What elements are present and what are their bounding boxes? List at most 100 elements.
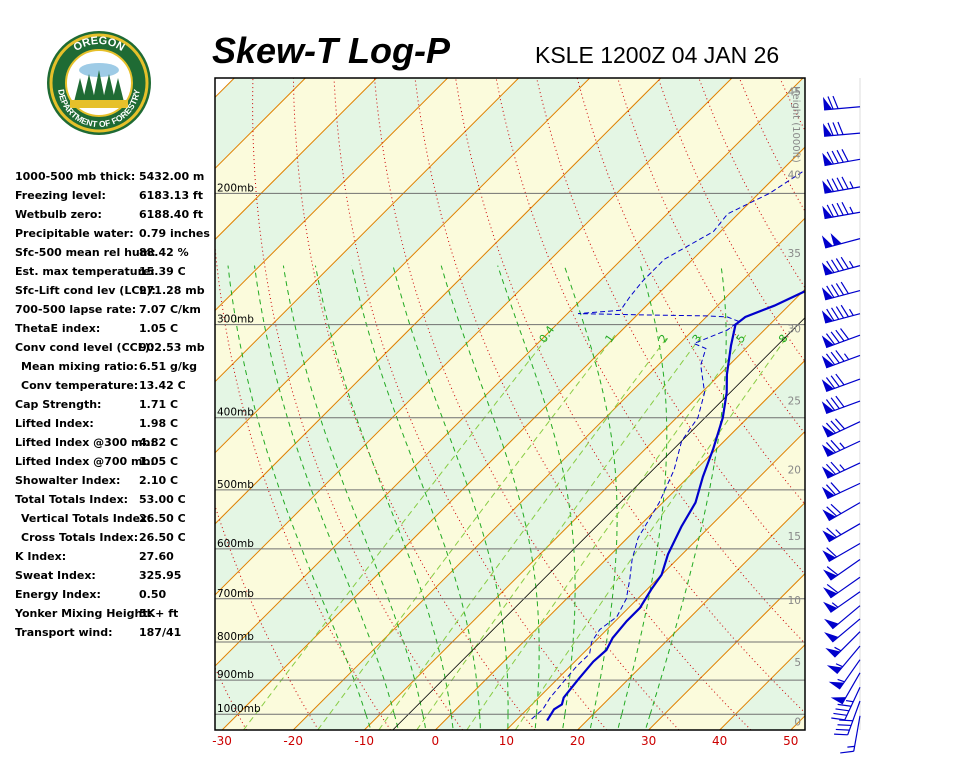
stat-value: 26.50 C [139,512,186,525]
stat-label: 1000-500 mb thick: [15,170,136,183]
stat-value: 1.71 C [139,398,179,411]
wind-barb [828,659,861,690]
moist-adiabat [644,714,651,730]
height-tick-label: 40 [788,169,801,181]
pressure-label: 400mb [217,407,254,419]
chart-title: Skew-T Log-P [212,30,451,71]
stat-row: Yonker Mixing Height: 5K+ ft [15,605,215,624]
stat-label: Freezing level: [15,189,106,202]
height-tick-label: 35 [788,248,801,260]
x-tick-label: -30 [212,734,232,748]
height-tick-label: 0 [794,716,801,728]
wind-barb [826,645,861,674]
dewpoint-profile [531,169,805,720]
mixing-ratio-line [378,334,670,730]
isotherm-line [506,430,805,730]
wind-barb [824,618,861,643]
stat-label: 700-500 lapse rate: [15,303,137,316]
stat-label: Lifted Index: [15,417,94,430]
wind-barb [821,233,861,249]
height-tick-label: 45 [788,87,801,99]
mixing-ratio-line [317,334,616,730]
pressure-label: 800mb [217,631,254,643]
plot-area: 0.4 1 2 3 5 8 [215,78,960,730]
stat-value: 2.10 C [139,474,179,487]
moist-adiabat [562,714,566,730]
wind-barb [821,482,861,500]
stat-value: 1.05 C [139,322,179,335]
moist-adiabat [450,714,454,730]
moist-adiabat [534,714,537,730]
stat-row: Sfc-Lift cond lev (LCL): 971.28 mb [15,282,215,301]
isotherm-line [292,217,805,730]
stat-row: Cross Totals Index: 26.50 C [15,529,215,548]
x-tick-label: -20 [283,734,303,748]
stat-label: Sfc-Lift cond lev (LCL): [15,284,156,297]
moist-adiabat [422,714,427,730]
stat-label: Transport wind: [15,626,113,639]
stat-label: K Index: [15,550,67,563]
stat-value: 88.42 % [139,246,189,259]
dry-adiabat [215,504,319,730]
isotherm-line [215,78,662,525]
wind-barb [821,304,861,324]
stat-value: 15.39 C [139,265,186,278]
wind-barb [822,523,861,543]
stat-row: Energy Index: 0.50 [15,586,215,605]
wind-barb [821,328,861,349]
x-tick-label: 30 [641,734,656,748]
stat-label: ThetaE index: [15,322,101,335]
wind-barb [821,281,861,301]
height-tick-label: 15 [788,531,801,543]
wind-barb [822,176,861,194]
mixing-ratio-line [416,334,703,730]
stat-row: Transport wind: 187/41 [15,624,215,643]
stat-label: Total Totals Index: [15,493,129,506]
dry-adiabat [495,78,805,645]
pressure-label: 1000mb [217,703,261,715]
stat-label: Cross Totals Index: [21,531,139,544]
stat-row: Mean mixing ratio: 6.51 g/kg [15,358,215,377]
pressure-label: 200mb [217,182,254,194]
stat-value: 0.50 [139,588,167,601]
wind-barb [821,256,861,276]
stat-value: 6188.40 ft [139,208,203,221]
isotherm-line [363,288,805,730]
wind-barb [821,350,861,369]
wind-barb [821,418,861,438]
x-tick-label: 10 [499,734,514,748]
isotherm-line [435,359,805,730]
stat-row: Conv temperature: 13.42 C [15,377,215,396]
stat-label: Cap Strength: [15,398,102,411]
height-tick-label: 5 [794,657,801,669]
stat-value: 187/41 [139,626,182,639]
moist-adiabat [351,265,481,715]
isotherm-line [577,501,805,730]
stat-label: Lifted Index @300 mb: [15,436,155,449]
stat-label: Wetbulb zero: [15,208,102,221]
stat-value: 0.79 inches [139,227,210,240]
pressure-label: 600mb [217,538,254,550]
stat-label: Showalter Index: [15,474,121,487]
wind-barb [840,715,861,754]
wind-barb [825,631,861,658]
stat-row: ThetaE index: 1.05 C [15,320,215,339]
stat-row: K Index: 27.60 [15,548,215,567]
stat-label: Lifted Index @700 mb: [15,455,155,468]
stat-value: 971.28 mb [139,284,205,297]
stat-value: 53.00 C [139,493,186,506]
moist-adiabat [314,265,452,715]
stat-row: Lifted Index @700 mb: 1.05 C [15,453,215,472]
isotherm-line [215,78,804,667]
x-tick-label: 50 [783,734,798,748]
wind-barb [824,605,861,630]
dry-adiabat [292,78,536,730]
dry-adiabat [942,78,960,730]
stat-value: 5432.00 m [139,170,205,183]
stability-indices-panel: 1000-500 mb thick: 5432.00 m Freezing leve… [15,168,215,643]
dry-adiabat [414,78,752,730]
wind-barb [822,149,861,167]
svg-text:OREGON: OREGON [72,35,127,54]
wind-barb [823,121,861,137]
isotherm-line [862,78,960,730]
